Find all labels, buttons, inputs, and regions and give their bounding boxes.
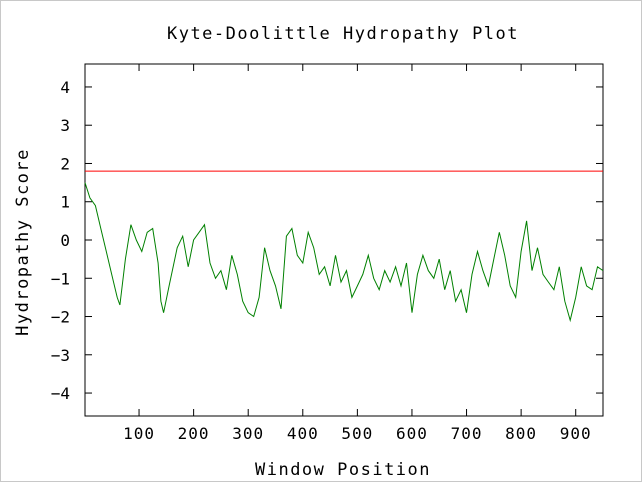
- y-tick-label: 2: [60, 154, 70, 173]
- y-tick-label: −1: [51, 269, 70, 288]
- y-tick-label: −4: [51, 384, 70, 403]
- x-tick-label: 400: [287, 424, 319, 443]
- y-tick-label: −3: [51, 346, 70, 365]
- x-tick-label: 900: [560, 424, 592, 443]
- y-tick-label: −2: [51, 308, 70, 327]
- y-axis-label: Hydropathy Score: [13, 148, 33, 336]
- y-tick-label: 0: [60, 231, 70, 250]
- x-tick-label: 600: [396, 424, 428, 443]
- x-axis-label: Window Position: [255, 460, 431, 480]
- y-tick-label: 1: [60, 193, 70, 212]
- x-tick-label: 200: [178, 424, 210, 443]
- plot-area: 100 200 300 400 500 600 700 800 900 −4 −3 −2 −1 0 1 2 3 4: [51, 63, 604, 443]
- x-tick-label: 700: [451, 424, 483, 443]
- x-tick-label: 100: [123, 424, 155, 443]
- x-tick-label: 300: [232, 424, 264, 443]
- plot-border: [84, 63, 604, 417]
- x-tick-label: 800: [505, 424, 537, 443]
- hydropathy-series-line: [84, 182, 604, 323]
- y-tick-label: 3: [60, 116, 70, 135]
- chart-title: Kyte-Doolittle Hydropathy Plot: [167, 24, 519, 44]
- y-tick-label: 4: [60, 78, 70, 97]
- x-tick-label: 500: [341, 424, 373, 443]
